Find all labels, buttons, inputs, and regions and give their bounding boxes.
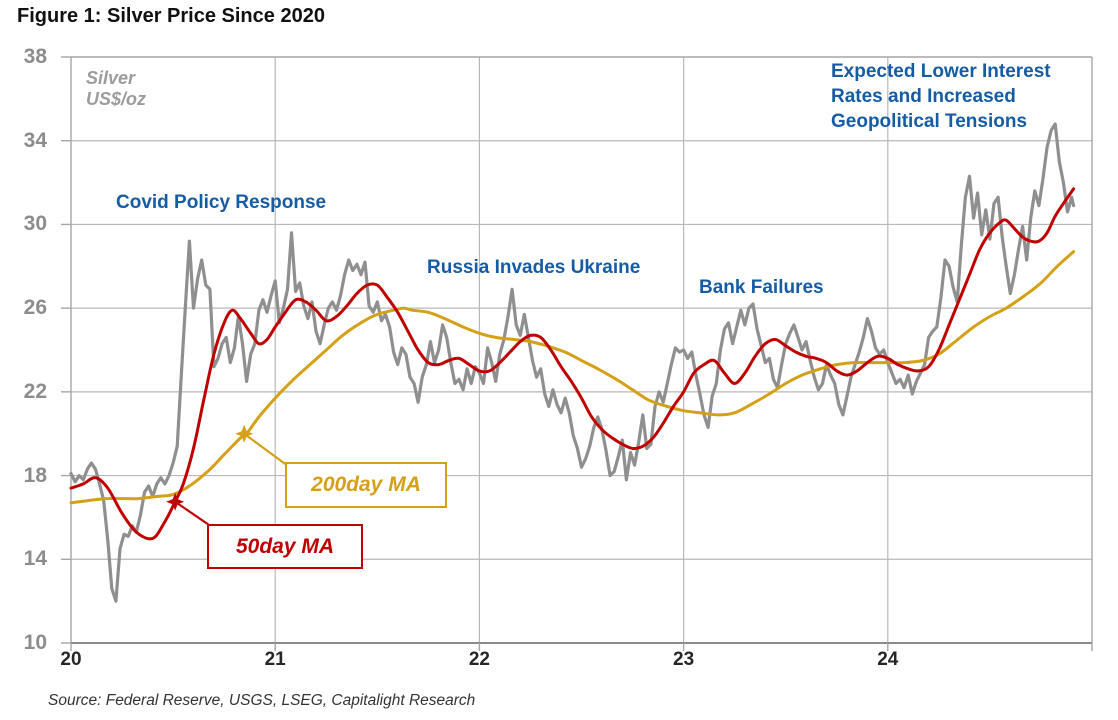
figure-title: Figure 1: Silver Price Since 2020 xyxy=(17,5,325,27)
source-note: Source: Federal Reserve, USGS, LSEG, Cap… xyxy=(48,692,476,709)
y-tick-label-18: 18 xyxy=(23,463,47,487)
annotation-russia-invades-ukraine: Russia Invades Ukraine xyxy=(427,257,641,278)
y-tick-label-26: 26 xyxy=(23,296,47,320)
y-tick-label-38: 38 xyxy=(23,45,47,68)
x-tick-label-23: 23 xyxy=(673,649,695,670)
legend-200day-ma-box: 200day MA xyxy=(285,462,447,508)
50day-ma-line xyxy=(69,187,1076,541)
50day-ma-marker-star xyxy=(166,492,185,511)
y-tick-label-30: 30 xyxy=(23,212,47,236)
50day-ma-callout-line xyxy=(174,500,213,528)
y-tick-label-22: 22 xyxy=(23,379,47,403)
annotation-covid-policy-response: Covid Policy Response xyxy=(116,192,327,213)
y-axis-unit-line2: US$/oz xyxy=(86,89,147,109)
200day-ma-callout-line xyxy=(243,432,289,467)
x-tick-label-22: 22 xyxy=(468,649,490,670)
legend-200day-ma-label: 200day MA xyxy=(311,473,421,496)
y-axis-unit-label: Silver US$/oz xyxy=(86,68,146,110)
x-tick-label-20: 20 xyxy=(60,649,82,670)
annotation-bank-failures: Bank Failures xyxy=(699,277,824,298)
200day-ma-line xyxy=(69,250,1076,505)
y-tick-label-14: 14 xyxy=(23,547,47,571)
x-tick-label-24: 24 xyxy=(877,649,899,670)
x-tick-label-21: 21 xyxy=(264,649,286,670)
legend-50day-ma-label: 50day MA xyxy=(235,534,335,558)
y-tick-label-34: 34 xyxy=(23,128,47,152)
legend-50day-ma-box: 50day MA xyxy=(207,524,363,569)
200day-ma-marker-star xyxy=(235,424,254,443)
y-tick-label-10: 10 xyxy=(23,631,47,654)
y-axis-unit-line1: Silver xyxy=(86,68,136,88)
annotation-expected-lower-rates: Expected Lower Interest Rates and Increa… xyxy=(831,61,1051,132)
